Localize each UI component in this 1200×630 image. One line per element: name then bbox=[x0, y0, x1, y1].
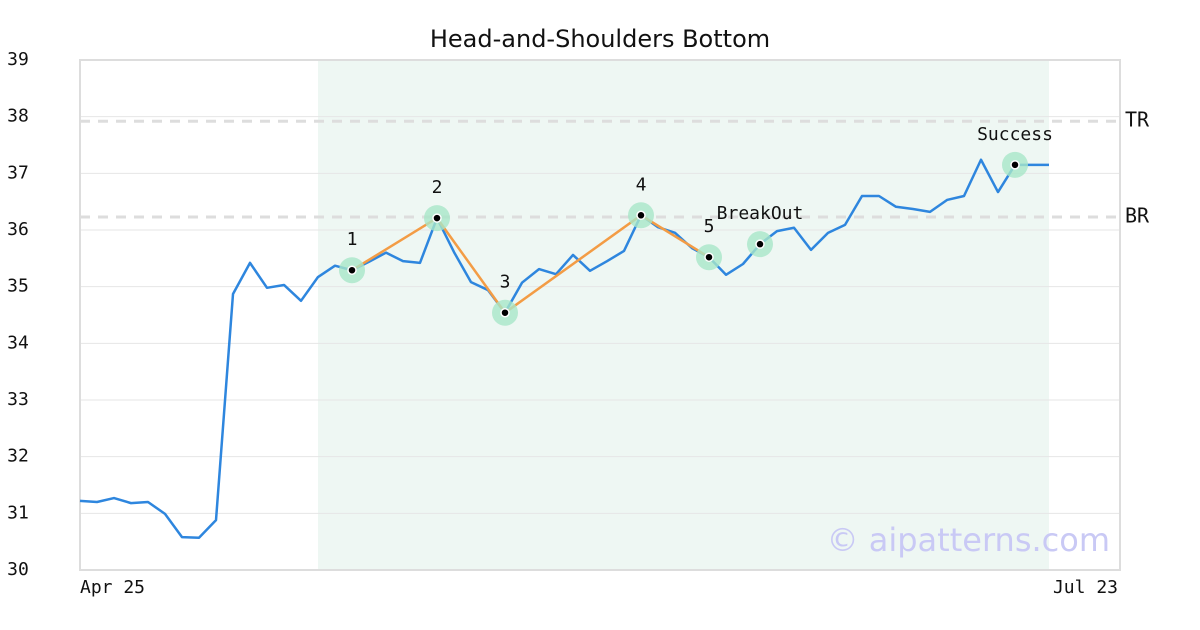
pattern-point bbox=[636, 210, 646, 221]
pattern-point bbox=[755, 239, 765, 249]
y-tick-label: 30 bbox=[7, 559, 29, 580]
pattern-point bbox=[347, 265, 357, 275]
y-tick-label: 39 bbox=[7, 49, 29, 70]
pattern-label: 5 bbox=[704, 216, 715, 237]
pattern-label: 1 bbox=[347, 229, 358, 250]
pattern-label: 3 bbox=[500, 272, 511, 293]
pattern-region bbox=[318, 60, 1049, 570]
y-tick-label: 32 bbox=[7, 446, 29, 467]
price-line bbox=[79, 158, 1049, 539]
plot-border bbox=[79, 59, 1121, 571]
y-tick-label: 31 bbox=[7, 502, 29, 523]
x-tick-label: Jul 23 bbox=[1053, 577, 1118, 598]
pattern-point bbox=[1010, 160, 1020, 170]
chart-title: Head-and-Shoulders Bottom bbox=[430, 25, 770, 53]
pattern-label: Success bbox=[977, 124, 1053, 145]
pattern-label: BreakOut bbox=[717, 203, 804, 224]
pattern-point bbox=[432, 213, 442, 223]
x-tick-label: Apr 25 bbox=[80, 577, 145, 598]
watermark: © aipatterns.com bbox=[827, 521, 1110, 559]
y-tick-label: 37 bbox=[7, 162, 29, 183]
y-tick-label: 36 bbox=[7, 219, 29, 240]
y-tick-label: 38 bbox=[7, 106, 29, 127]
pattern-label: 4 bbox=[636, 174, 647, 195]
y-tick-label: 34 bbox=[7, 332, 29, 353]
pattern-point bbox=[704, 252, 714, 262]
reference-label: TR bbox=[1125, 108, 1150, 132]
reference-label: BR bbox=[1125, 203, 1150, 227]
pattern-label: 2 bbox=[432, 177, 443, 198]
y-tick-label: 33 bbox=[7, 389, 29, 410]
pattern-point bbox=[500, 307, 510, 318]
y-tick-label: 35 bbox=[7, 276, 29, 297]
